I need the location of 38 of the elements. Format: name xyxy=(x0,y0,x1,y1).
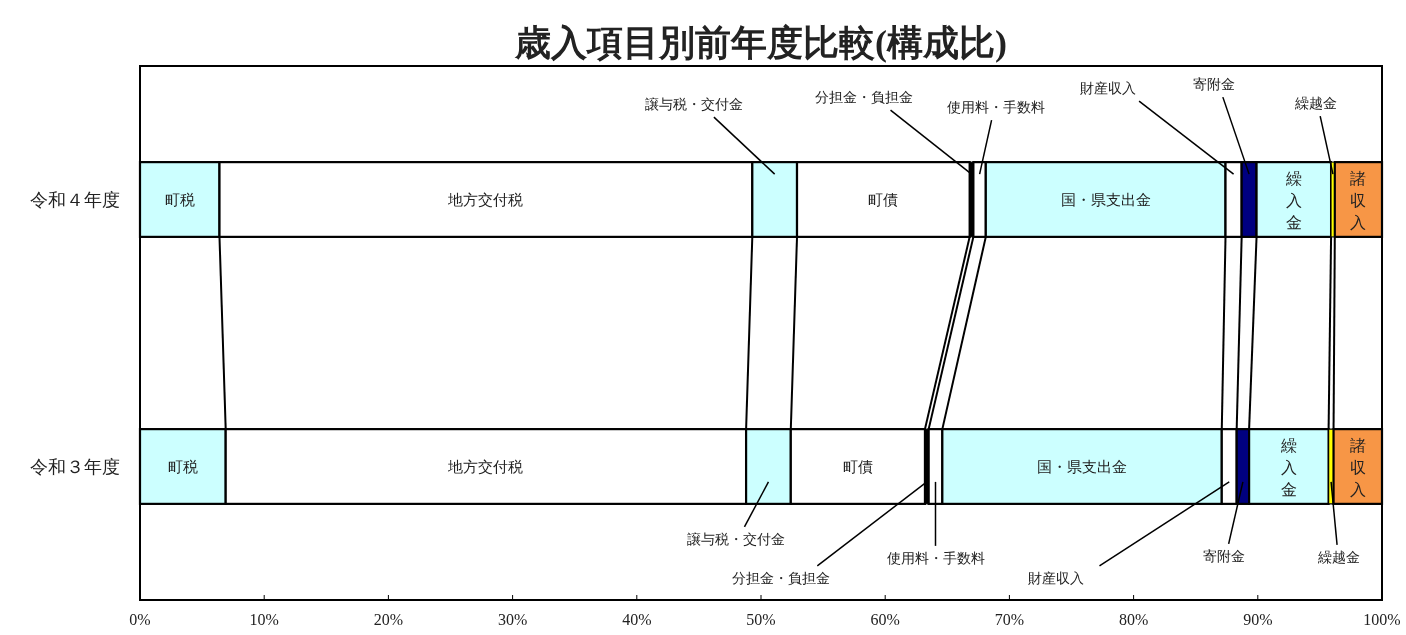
text: 地方交付税 xyxy=(448,458,524,475)
series-label: 国・県支出金 xyxy=(1060,191,1151,208)
x-tick-label: 80% xyxy=(1118,611,1149,628)
text: 使用料・手数料 xyxy=(886,550,985,566)
text: 国・県支出金 xyxy=(1037,458,1128,475)
series-label: 地方交付税 xyxy=(447,191,524,208)
series-label: 町債 xyxy=(868,191,899,208)
x-tick-label: 60% xyxy=(870,611,900,628)
y-tick-label: 令和３年度 xyxy=(30,456,120,477)
text: 町債 xyxy=(842,458,873,475)
text: 寄附金 xyxy=(1202,548,1245,564)
text: 使用料・手数料 xyxy=(946,100,1045,116)
text: 繰越金 xyxy=(1294,96,1337,112)
x-tick-label: 40% xyxy=(622,611,652,628)
text: 譲与税・交付金 xyxy=(644,97,743,113)
text: 諸収入 xyxy=(1349,436,1366,498)
text: 町税 xyxy=(167,458,198,475)
series-label: 繰入金 xyxy=(1284,169,1302,231)
text: 財産収入 xyxy=(1079,81,1136,97)
title: 歳入項目別前年度比較(構成比) xyxy=(515,23,1007,63)
text: 財産収入 xyxy=(1028,570,1085,586)
series-label: 譲与税・交付金 xyxy=(687,531,786,547)
x-tick-label: 10% xyxy=(249,611,279,628)
series-label: 諸収入 xyxy=(1350,169,1367,231)
y-tick-label: 令和４年度 xyxy=(30,189,120,210)
x-tick-label: 30% xyxy=(497,611,528,628)
x-tick-label: 20% xyxy=(373,611,404,628)
text: 寄附金 xyxy=(1193,77,1236,93)
x-tick-label: 50% xyxy=(746,611,776,628)
text: 分担金・負担金 xyxy=(814,90,913,106)
x-tick-label: 90% xyxy=(1243,611,1273,628)
series-label: 町税 xyxy=(164,191,195,208)
x-tick-label: 100% xyxy=(1363,611,1401,628)
text: 繰越金 xyxy=(1317,549,1361,565)
x-tick-label: 0% xyxy=(129,611,151,628)
x-tick-label: 70% xyxy=(994,611,1025,628)
text: 繰入金 xyxy=(1280,436,1297,498)
text: 分担金・負担金 xyxy=(731,570,830,586)
